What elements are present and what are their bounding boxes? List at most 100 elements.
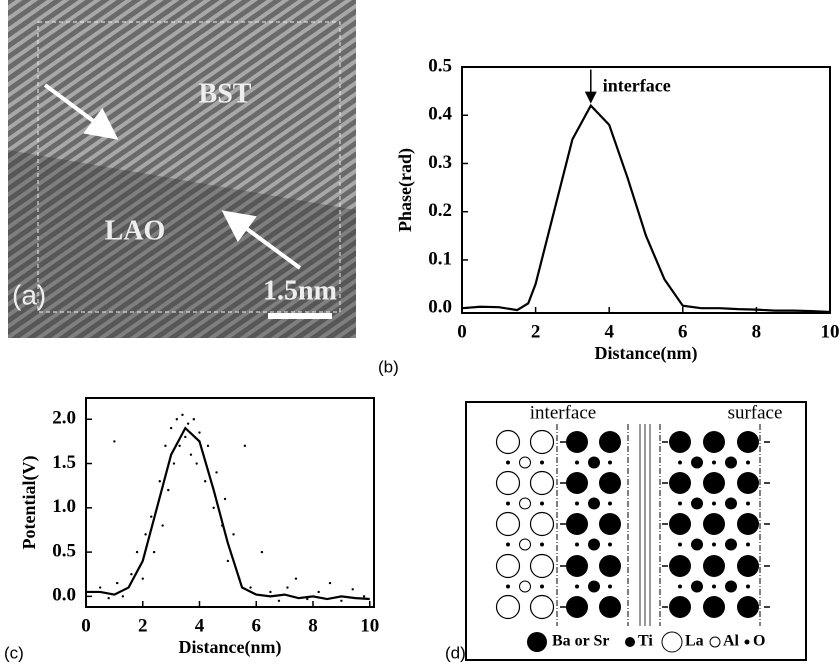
ba-atom [737,513,759,535]
ti-atom [691,457,703,469]
al-atom [520,581,531,592]
o-atom [712,585,716,589]
panel-label: (d) [445,643,466,662]
o-atom [575,502,579,506]
y-tick-label: 0.4 [428,104,452,125]
y-tick-label: 1.5 [52,452,76,473]
o-atom [746,502,750,506]
point [184,436,186,438]
ba-atom [566,431,588,453]
y-tick-label: 0.1 [428,248,452,269]
legend-label: Ba or Sr [552,633,609,650]
x-tick-label: 4 [195,615,205,636]
point [278,600,280,602]
ba-atom [566,555,588,577]
y-tick-label: 1.0 [52,496,76,517]
ba-atom [566,513,588,535]
x-tick-label: 6 [251,615,261,636]
ba-atom [669,431,691,453]
ba-atom [703,555,725,577]
o-atom [746,461,750,465]
line [86,428,370,599]
al-atom [520,539,531,550]
x-axis-label: Distance(nm) [179,637,282,658]
o-atom [746,543,750,547]
y-axis-label: Phase(rad) [395,148,416,232]
ba-atom [669,513,691,535]
point [99,586,101,588]
diagram-label: surface [728,402,783,423]
ba-atom [737,596,759,618]
o-atom [540,543,544,547]
point [90,591,92,593]
ti-atom [691,498,703,510]
y-axis-label: Potential(V) [19,456,40,550]
point [176,418,178,420]
point [116,582,118,584]
point [136,551,138,553]
la-atom [497,431,520,454]
ba-atom [566,472,588,494]
point [215,471,217,473]
point [164,445,166,447]
point [232,533,234,535]
point [198,431,200,433]
la-atom [531,513,554,536]
y-tick-label: 0.0 [52,585,76,606]
ba-atom [737,555,759,577]
panel-label: (a) [12,279,46,310]
o-atom [608,543,612,547]
ti-atom [588,581,600,593]
point [187,422,189,424]
point [224,498,226,500]
la-atom [497,555,520,578]
point [150,515,152,517]
point [107,597,109,599]
panel-label: (b) [378,357,399,376]
legend-symbol [662,632,682,652]
ba-atom [737,472,759,494]
la-atom [531,472,554,495]
point [340,600,342,602]
la-atom [531,555,554,578]
ti-atom [725,498,737,510]
point [142,577,144,579]
x-tick-label: 0 [81,615,91,636]
ba-atom [599,555,621,577]
x-tick-label: 10 [360,615,379,636]
point [286,586,288,588]
o-atom [608,585,612,589]
la-atom [531,596,554,619]
o-atom [540,585,544,589]
point [221,524,223,526]
point [204,480,206,482]
legend-symbol [710,637,720,647]
o-atom [506,502,510,506]
point [363,595,365,597]
ti-atom [725,539,737,551]
o-atom [540,461,544,465]
point [190,453,192,455]
ba-atom [599,431,621,453]
ba-atom [566,596,588,618]
o-atom [575,543,579,547]
point [207,445,209,447]
point [122,595,124,597]
al-atom [520,457,531,468]
o-atom [608,461,612,465]
legend-symbol [625,637,635,647]
ba-atom [703,472,725,494]
ti-atom [691,539,703,551]
plot-frame [86,398,374,607]
y-tick-label: 0.0 [428,297,452,318]
point [238,577,240,579]
o-atom [506,543,510,547]
point [261,551,263,553]
point [170,427,172,429]
x-tick-label: 0 [457,321,467,342]
x-tick-label: 2 [531,321,541,342]
region-label: LAO [105,215,166,246]
point [178,445,180,447]
point [195,462,197,464]
la-atom [497,596,520,619]
